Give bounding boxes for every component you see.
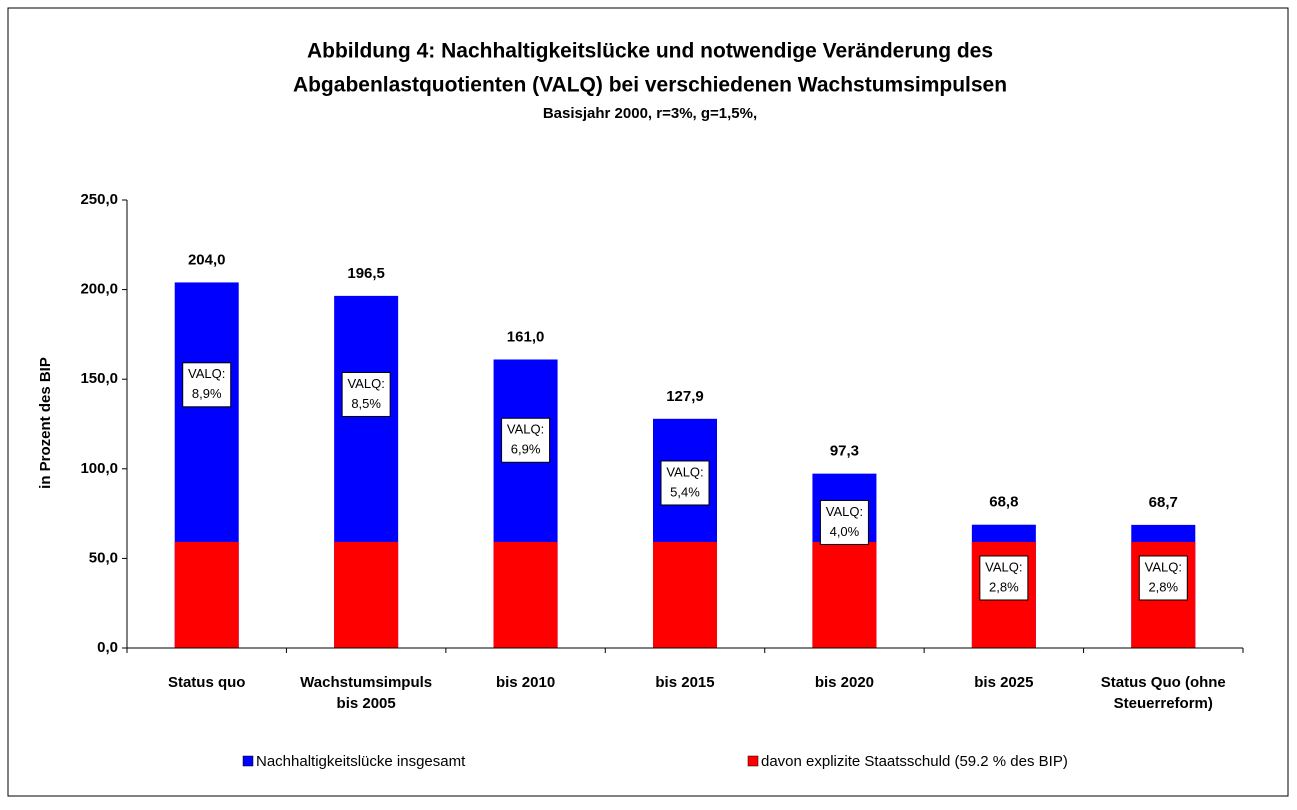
annotation-label: VALQ: xyxy=(1145,559,1182,574)
annotation-value: 8,5% xyxy=(351,396,381,411)
annotation-value: 6,9% xyxy=(511,442,541,457)
value-label: 161,0 xyxy=(507,328,545,345)
legend-swatch xyxy=(747,755,759,767)
x-tick-label: Status Quo (ohne xyxy=(1101,674,1226,691)
annotation-box xyxy=(819,499,869,545)
annotation-value: 2,8% xyxy=(989,579,1019,594)
annotation-value: 5,4% xyxy=(670,484,700,499)
bar xyxy=(653,541,717,648)
x-tick-label: bis 2025 xyxy=(974,674,1033,691)
annotation-label: VALQ: xyxy=(347,376,384,391)
y-tick-label: 0,0 xyxy=(97,639,118,656)
annotation-label: VALQ: xyxy=(188,366,225,381)
x-tick-label: bis 2005 xyxy=(337,695,396,712)
bar xyxy=(334,541,399,648)
annotation-box xyxy=(182,362,232,408)
chart-title: Abgabenlastquotienten (VALQ) bei verschi… xyxy=(293,74,1007,97)
chart-subtitle: Basisjahr 2000, r=3%, g=1,5%, xyxy=(543,105,757,122)
annotation-value: 4,0% xyxy=(830,524,860,539)
annotation-label: VALQ: xyxy=(666,464,703,479)
x-tick-label: bis 2015 xyxy=(655,674,714,691)
x-tick-label: Wachstumsimpuls xyxy=(300,674,432,691)
value-label: 68,7 xyxy=(1149,494,1178,511)
annotation-value: 2,8% xyxy=(1148,579,1178,594)
y-tick-label: 100,0 xyxy=(80,460,118,477)
legend-label: Nachhaltigkeitslücke insgesamt xyxy=(256,753,466,770)
x-tick-label: Steuerreform) xyxy=(1114,695,1213,712)
value-label: 97,3 xyxy=(830,443,859,460)
annotation-value: 8,9% xyxy=(192,386,222,401)
y-axis-label: in Prozent des BIP xyxy=(37,357,54,489)
x-tick-label: Status quo xyxy=(168,674,246,691)
annotation-label: VALQ: xyxy=(826,504,863,519)
value-label: 68,8 xyxy=(989,494,1018,511)
chart-title: Abbildung 4: Nachhaltigkeitslücke und no… xyxy=(307,40,993,63)
annotation-box xyxy=(979,555,1029,601)
x-tick-label: bis 2010 xyxy=(496,674,555,691)
annotation-box xyxy=(660,460,710,506)
annotation-box xyxy=(1138,555,1188,601)
bar xyxy=(174,541,239,648)
y-tick-label: 50,0 xyxy=(89,549,118,566)
value-label: 204,0 xyxy=(188,251,226,268)
legend-label: davon explizite Staatsschuld (59.2 % des… xyxy=(761,753,1068,770)
annotation-box xyxy=(341,371,391,417)
y-tick-label: 250,0 xyxy=(80,191,118,208)
annotation-box xyxy=(501,417,551,463)
value-label: 196,5 xyxy=(347,265,385,282)
y-tick-label: 200,0 xyxy=(80,281,118,298)
annotation-label: VALQ: xyxy=(507,422,544,437)
annotation-label: VALQ: xyxy=(985,559,1022,574)
bar xyxy=(493,541,558,648)
x-tick-label: bis 2020 xyxy=(815,674,874,691)
legend-swatch xyxy=(242,755,254,767)
bar xyxy=(812,541,877,648)
y-tick-label: 150,0 xyxy=(80,370,118,387)
value-label: 127,9 xyxy=(666,388,704,405)
